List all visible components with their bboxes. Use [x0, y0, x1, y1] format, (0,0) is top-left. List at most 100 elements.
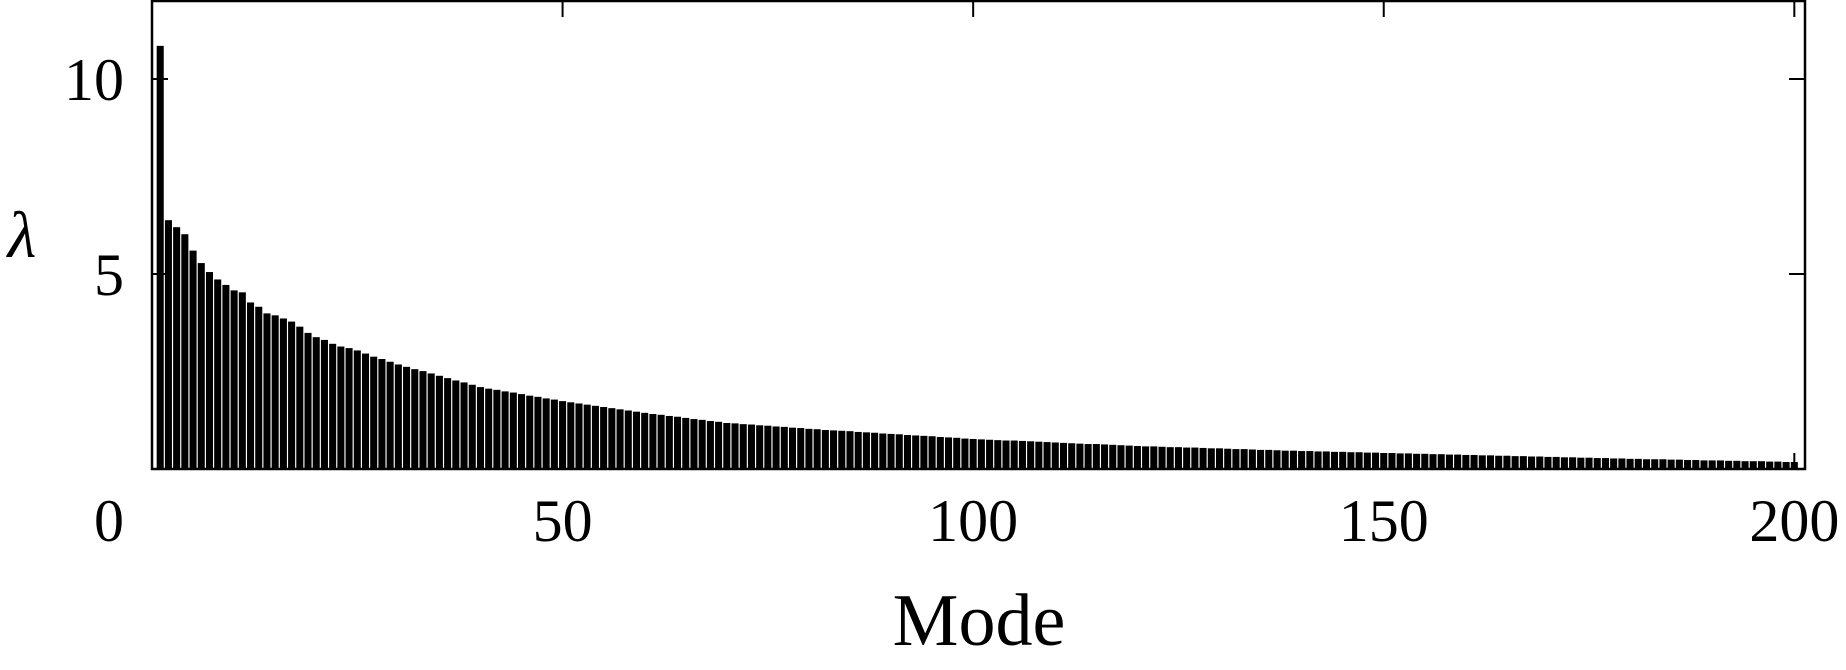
bar-mode-172 — [1560, 457, 1568, 469]
bar-mode-138 — [1281, 450, 1289, 469]
bar-mode-45 — [517, 394, 526, 469]
bar-mode-136 — [1265, 449, 1273, 469]
bar-mode-72 — [739, 424, 747, 469]
bar-mode-196 — [1757, 461, 1766, 469]
bar-mode-62 — [657, 414, 665, 469]
bar-mode-28 — [378, 359, 386, 469]
bar-mode-162 — [1478, 455, 1486, 469]
bar-mode-115 — [1092, 444, 1100, 469]
bar-mode-60 — [641, 412, 649, 469]
bar-mode-179 — [1618, 458, 1626, 469]
bar-mode-142 — [1314, 451, 1322, 469]
bar-mode-63 — [665, 415, 673, 469]
bar-mode-21 — [320, 339, 328, 469]
bar-mode-178 — [1610, 458, 1618, 469]
bar-mode-84 — [838, 430, 846, 469]
bar-mode-167 — [1519, 456, 1527, 469]
bar-mode-85 — [846, 431, 854, 469]
bar-mode-22 — [329, 343, 337, 469]
bar-mode-6 — [197, 263, 205, 469]
bar-mode-126 — [1183, 447, 1191, 469]
bar-mode-169 — [1536, 456, 1544, 469]
bar-mode-2 — [164, 220, 172, 469]
bar-mode-176 — [1593, 458, 1601, 469]
bar-mode-88 — [871, 432, 879, 469]
bar-mode-47 — [534, 396, 542, 469]
bar-mode-114 — [1084, 444, 1092, 469]
bar-mode-124 — [1166, 447, 1174, 469]
bar-mode-130 — [1215, 448, 1224, 469]
bar-mode-69 — [715, 421, 723, 469]
bar-mode-94 — [920, 435, 928, 469]
bar-mode-143 — [1322, 451, 1330, 469]
bar-mode-186 — [1675, 459, 1683, 469]
bar-mode-58 — [624, 410, 632, 469]
bar-mode-8 — [214, 279, 222, 469]
bar-mode-132 — [1232, 449, 1240, 469]
x-tick-labels: 0 50 100 150 200 — [94, 488, 1839, 554]
bar-mode-73 — [747, 424, 755, 469]
bar-mode-56 — [608, 408, 616, 469]
bar-mode-190 — [1708, 460, 1716, 469]
bar-mode-80 — [805, 428, 813, 469]
bar-mode-87 — [862, 432, 870, 469]
bar-mode-68 — [706, 421, 714, 469]
bar-mode-16 — [279, 318, 287, 469]
bar-mode-35 — [435, 375, 443, 469]
bar-mode-34 — [427, 373, 435, 469]
bar-mode-195 — [1749, 461, 1757, 469]
bar-mode-1 — [156, 45, 164, 469]
bar-mode-121 — [1142, 446, 1150, 469]
bar-mode-111 — [1059, 442, 1068, 469]
bar-mode-199 — [1782, 461, 1790, 469]
bar-mode-92 — [903, 435, 912, 469]
bar-mode-42 — [493, 389, 501, 469]
bar-mode-163 — [1486, 455, 1495, 469]
bar-mode-12 — [247, 302, 255, 469]
bar-mode-118 — [1117, 445, 1125, 469]
bar-mode-51 — [567, 402, 575, 469]
bar-mode-145 — [1339, 451, 1347, 469]
bar-mode-174 — [1577, 457, 1585, 469]
bar-mode-24 — [345, 348, 353, 469]
bar-mode-59 — [632, 411, 641, 469]
bar-mode-173 — [1569, 457, 1577, 469]
bar-mode-40 — [476, 387, 484, 469]
x-tick-label: 50 — [533, 488, 593, 554]
bar-mode-175 — [1585, 457, 1593, 469]
bar-mode-7 — [205, 272, 214, 469]
bar-mode-125 — [1174, 447, 1182, 469]
x-tick-label: 150 — [1339, 488, 1429, 554]
bar-mode-139 — [1289, 450, 1297, 469]
y-tick-label: 10 — [64, 47, 124, 113]
bar-mode-184 — [1659, 459, 1667, 469]
bar-mode-78 — [788, 427, 797, 469]
bar-mode-57 — [616, 409, 624, 469]
bar-mode-152 — [1396, 453, 1404, 469]
bar-mode-135 — [1257, 449, 1265, 469]
bar-mode-131 — [1224, 448, 1232, 469]
bar-mode-146 — [1347, 452, 1355, 469]
bar-mode-17 — [288, 321, 296, 469]
bar-mode-166 — [1511, 456, 1519, 469]
bar-mode-140 — [1298, 451, 1306, 469]
bar-mode-154 — [1413, 453, 1421, 469]
bar-mode-3 — [173, 227, 181, 469]
bar-mode-168 — [1528, 456, 1536, 469]
bar-mode-89 — [879, 433, 887, 469]
bar-mode-185 — [1667, 459, 1675, 469]
bar-mode-44 — [509, 392, 517, 469]
bar-mode-129 — [1207, 448, 1215, 469]
y-axis-title: λ — [6, 199, 37, 272]
bar-mode-39 — [468, 384, 476, 469]
bar-mode-15 — [271, 315, 279, 469]
bar-mode-55 — [600, 406, 608, 469]
bar-mode-109 — [1043, 442, 1051, 469]
bar-mode-141 — [1306, 451, 1314, 469]
bar-mode-194 — [1741, 461, 1749, 469]
bar-mode-96 — [936, 437, 944, 469]
x-tick-label: 200 — [1749, 488, 1839, 554]
bar-mode-76 — [772, 426, 780, 469]
bar-mode-181 — [1634, 458, 1642, 469]
